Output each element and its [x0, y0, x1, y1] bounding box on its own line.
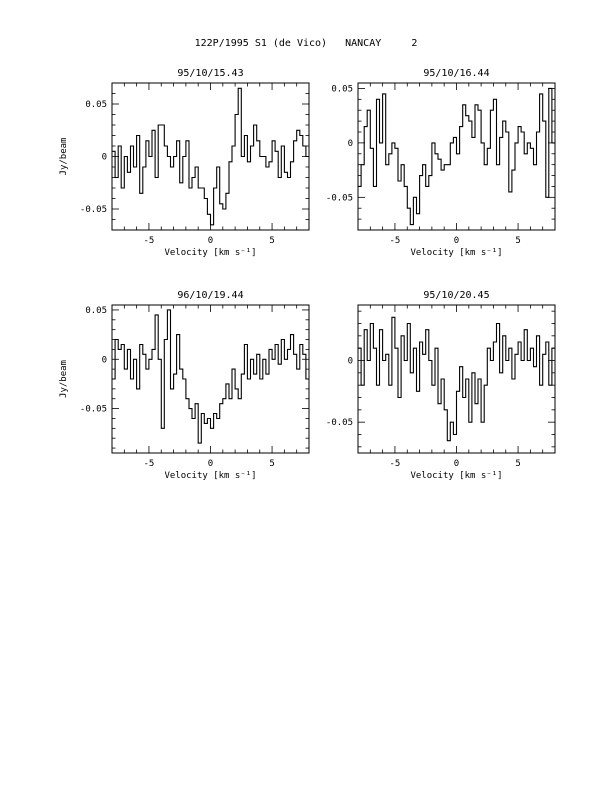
panel-2-frame: [357, 82, 556, 231]
panel-2-xtick-label: 5: [515, 236, 520, 246]
panel-3-spectrum-line: [112, 309, 309, 444]
panel-2-xtick-label: -5: [390, 236, 401, 246]
panel-2-xlabel: Velocity [km s⁻¹]: [410, 248, 502, 258]
panel-1-xtick-label: -5: [144, 236, 155, 246]
panel-3-ytick-label: 0.05: [85, 306, 107, 316]
panel-1-xtick-label: 0: [208, 236, 213, 246]
panel-1-ytick-label: 0.05: [85, 100, 107, 110]
panel-3-ylabel: Jy/beam: [59, 360, 69, 398]
panel-2-ytick-label: 0.05: [331, 84, 353, 94]
panel-1-spectrum-line: [112, 87, 309, 226]
panel-4-xtick-label: -5: [390, 459, 401, 469]
panel-4-xtick-label: 5: [515, 459, 520, 469]
panel-4-ytick-label: 0: [348, 357, 353, 367]
panel-3-xtick-label: -5: [144, 459, 155, 469]
panel-3-title: 96/10/19.44: [177, 290, 243, 301]
panel-3-ytick-label: -0.05: [80, 405, 107, 415]
panel-2-title: 95/10/16.44: [423, 68, 489, 79]
panel-4-title: 95/10/20.45: [423, 290, 489, 301]
panel-3-xtick-label: 5: [269, 459, 274, 469]
panel-2-ytick-label: 0: [348, 139, 353, 149]
panel-1-ylabel: Jy/beam: [59, 138, 69, 176]
panel-4-ytick-label: -0.05: [326, 418, 353, 428]
panel-4-xtick-label: 0: [454, 459, 459, 469]
panel-2-ytick-label: -0.05: [326, 193, 353, 203]
panel-1-xtick-label: 5: [269, 236, 274, 246]
panel-2-spectrum-line: [358, 87, 555, 226]
panel-1-title: 95/10/15.43: [177, 68, 243, 79]
panel-1-ytick-label: -0.05: [80, 205, 107, 215]
panel-3-xlabel: Velocity [km s⁻¹]: [164, 471, 256, 481]
panel-1-ytick-label: 0: [102, 153, 107, 163]
panel-2-xtick-label: 0: [454, 236, 459, 246]
panel-4-spectrum-line: [358, 316, 555, 442]
panel-3-ytick-label: 0: [102, 355, 107, 365]
panel-1-frame: [111, 82, 310, 231]
panel-1-xlabel: Velocity [km s⁻¹]: [164, 248, 256, 258]
panel-3-frame: [111, 304, 310, 454]
page-title: 122P/1995 S1 (de Vico) NANCAY 2: [194, 38, 418, 49]
panel-3-xtick-label: 0: [208, 459, 213, 469]
panel-4-xlabel: Velocity [km s⁻¹]: [410, 471, 502, 481]
